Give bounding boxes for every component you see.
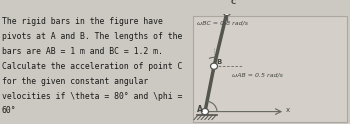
Circle shape [211,63,218,69]
Bar [193,16,347,122]
Text: pivots at A and B. The lengths of the: pivots at A and B. The lengths of the [2,32,182,41]
Text: C: C [231,0,236,5]
Text: A: A [197,106,203,114]
Text: ωAB = 0.5 rad/s: ωAB = 0.5 rad/s [232,73,283,78]
Text: Calculate the acceleration of point C: Calculate the acceleration of point C [2,62,182,71]
Text: bars are AB = 1 m and BC = 1.2 m.: bars are AB = 1 m and BC = 1.2 m. [2,47,163,56]
Text: x: x [286,108,290,113]
Text: 60°: 60° [2,106,16,115]
Text: B: B [216,59,221,65]
Text: for the given constant angular: for the given constant angular [2,77,148,86]
Text: velocities if \theta = 80° and \phi =: velocities if \theta = 80° and \phi = [2,92,182,101]
Text: ωBC = 0.8 rad/s: ωBC = 0.8 rad/s [197,21,248,26]
Text: The rigid bars in the figure have: The rigid bars in the figure have [2,17,163,26]
Circle shape [223,9,230,16]
Circle shape [202,108,209,115]
